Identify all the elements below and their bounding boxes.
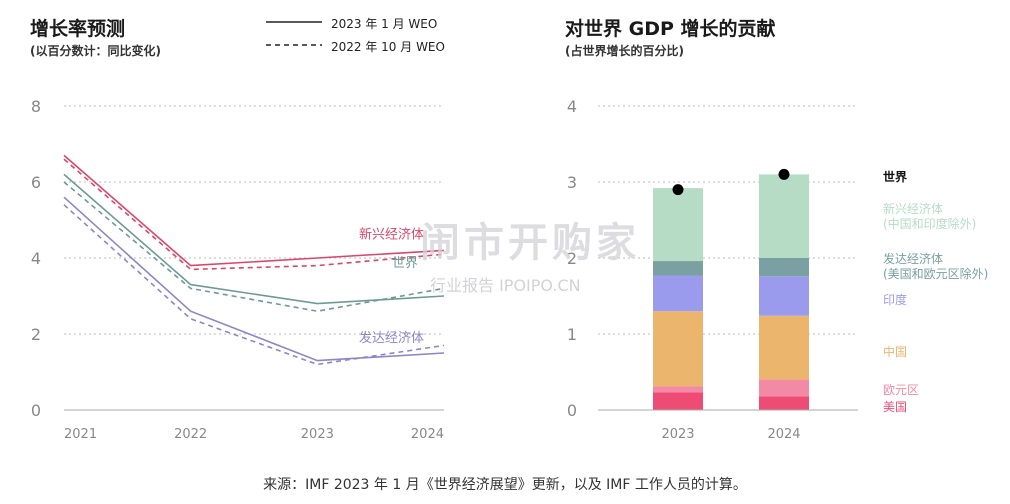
series-line [63,204,445,366]
x-tick-label: 2022 [174,427,207,442]
y-tick-label: 3 [567,173,577,192]
legend-entry: 美国 [883,400,907,414]
line-legend: 2023 年 1 月 WEO 2022 年 10 月 WEO [266,14,456,54]
legend-entry-sub: (美国和欧元区除外) [883,266,988,281]
legend-entry: 发达经济体 [883,251,943,266]
bar-segment [653,311,703,387]
x-tick-label: 2024 [411,427,444,442]
bar-segment [759,276,809,316]
bar-segment [653,392,703,410]
y-tick-label: 4 [31,249,41,268]
legend-entry: 印度 [883,292,907,307]
legend-label-oct-2022: 2022 年 10 月 WEO [331,40,445,54]
series-line [63,173,445,305]
bar-segment [759,379,809,397]
y-tick-label: 4 [567,97,577,116]
bar-chart-subtitle: (占世界增长的百分比) [565,44,684,58]
y-tick-label: 1 [567,325,577,344]
y-tick-label: 2 [31,325,41,344]
legend-entry: 欧元区 [883,383,919,397]
world-growth-marker [778,168,790,180]
legend-entry: 中国 [883,344,907,359]
y-tick-label: 2 [567,249,577,268]
y-tick-label: 6 [31,173,41,192]
bar-segment [653,261,703,276]
series-line [63,181,445,313]
line-chart-title: 增长率预测 [30,18,126,40]
watermark-subtext: 行业报告 IPOIPO.CN [430,276,581,295]
series-line [63,158,445,271]
series-line [63,196,445,362]
source-note: 来源：IMF 2023 年 1 月《世界经济展望》更新，以及 IMF 工作人员的… [263,477,747,493]
y-tick-label: 8 [31,97,41,116]
bar-segment [653,275,703,312]
bar-segment [759,258,809,277]
watermark-text: 闹市开购家 [420,220,640,266]
legend-label-jan-2023: 2023 年 1 月 WEO [331,17,438,31]
x-tick-label: 2021 [64,427,97,442]
line-chart-subtitle: (以百分数计：同比变化) [30,44,161,58]
legend-entry-sub: (中国和印度除外) [883,216,976,231]
legend-entry: 世界 [883,169,907,184]
series-label: 发达经济体 [359,330,424,346]
x-tick-label: 2023 [661,427,694,442]
legend-entry: 新兴经济体 [883,201,943,216]
series-line [63,154,445,267]
x-tick-label: 2024 [767,427,800,442]
bar-chart-title: 对世界 GDP 增长的贡献 [565,18,776,40]
x-tick-label: 2023 [301,427,334,442]
series-label: 世界 [392,256,418,271]
bar-segment [759,396,809,410]
bar-segment [653,188,703,262]
series-label: 新兴经济体 [359,227,424,243]
world-growth-marker [672,184,684,196]
bar-segment [759,174,809,258]
bar-segment [653,386,703,393]
y-tick-label: 0 [567,401,577,420]
y-tick-label: 0 [31,401,41,420]
bar-segment [759,315,809,380]
line-legend-swatches [266,21,322,46]
